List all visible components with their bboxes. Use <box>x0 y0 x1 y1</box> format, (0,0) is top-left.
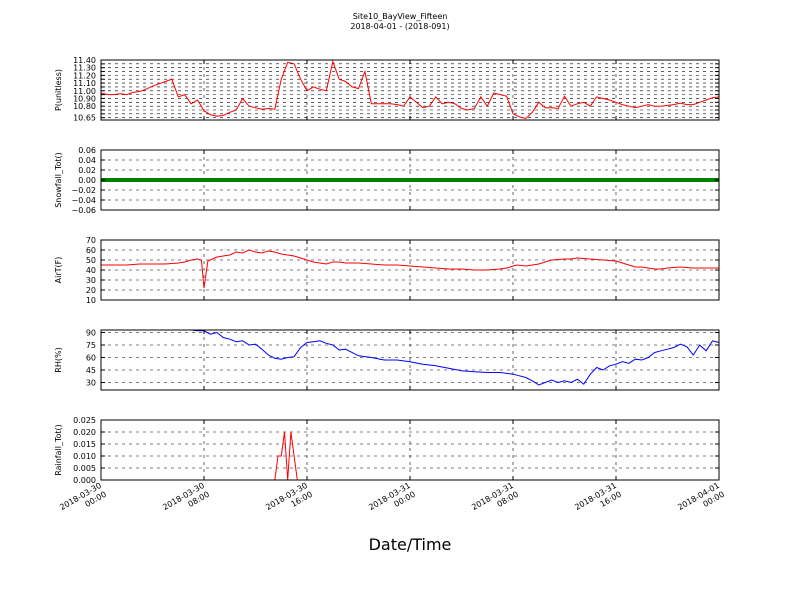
y-axis-label: P(unitless) <box>54 69 63 111</box>
y-axis-label: Rainfall_Tot() <box>54 424 63 476</box>
y-tick-label: 0.06 <box>78 146 96 155</box>
y-tick-label: 11.10 <box>73 79 96 88</box>
y-tick-label: 0.015 <box>73 440 96 449</box>
y-tick-label: 11.40 <box>73 56 96 65</box>
y-tick-label: 40 <box>86 266 96 275</box>
y-tick-label: −0.06 <box>71 206 96 215</box>
panel-2: 0.060.040.020.00−0.02−0.04−0.06 Snowfall_… <box>54 146 720 215</box>
y-tick-label: 0.02 <box>78 166 96 175</box>
y-tick-label: 60 <box>86 354 96 363</box>
y-tick-label: 60 <box>86 246 96 255</box>
y-tick-label: 0.00 <box>78 176 96 185</box>
y-tick-label: 11.20 <box>73 71 96 80</box>
y-tick-label: 10 <box>86 296 96 305</box>
y-tick-label: 45 <box>86 366 96 375</box>
series-line-panel-1 <box>101 60 719 120</box>
y-axis-label: AirT(F) <box>54 257 63 284</box>
y-tick-label: 10.65 <box>73 114 96 123</box>
y-tick-label: 0.010 <box>73 452 96 461</box>
y-tick-label: 30 <box>86 276 96 285</box>
y-tick-label: 11.00 <box>73 87 96 96</box>
chart-title-line2: 2018-04-01 - (2018-091) <box>350 22 449 31</box>
y-tick-label: 0.020 <box>73 428 96 437</box>
chart-title-line1: Site10_BayView_Fifteen <box>353 12 448 21</box>
y-tick-label: 10.90 <box>73 94 96 103</box>
series-line-panel-5 <box>101 431 719 480</box>
series-line-panel-4 <box>182 330 719 386</box>
y-tick-label: 0.04 <box>78 156 96 165</box>
y-tick-label: 50 <box>86 256 96 265</box>
y-axis-label: Snowfall_Tot() <box>54 152 63 208</box>
y-tick-label: 0.000 <box>73 476 96 485</box>
y-tick-label: 11.30 <box>73 64 96 73</box>
y-tick-label: 70 <box>86 236 96 245</box>
x-axis-label: Date/Time <box>369 535 452 554</box>
series-line-panel-3 <box>101 249 719 289</box>
y-tick-label: 0.005 <box>73 464 96 473</box>
y-tick-label: 75 <box>86 341 96 350</box>
y-tick-label: −0.04 <box>71 196 96 205</box>
panel-4: 90 75 60 45 30 RH(%) <box>54 329 720 391</box>
y-tick-label: −0.02 <box>71 186 96 195</box>
y-tick-label: 30 <box>86 379 96 388</box>
y-axis-label: RH(%) <box>54 347 63 372</box>
y-tick-label: 90 <box>86 329 96 338</box>
y-tick-label: 10.80 <box>73 102 96 111</box>
y-tick-label: 20 <box>86 286 96 295</box>
y-tick-label: 0.025 <box>73 416 96 425</box>
panel-5: 0.025 0.020 0.015 0.010 0.005 0.000 Rainfall_T… <box>54 416 720 485</box>
